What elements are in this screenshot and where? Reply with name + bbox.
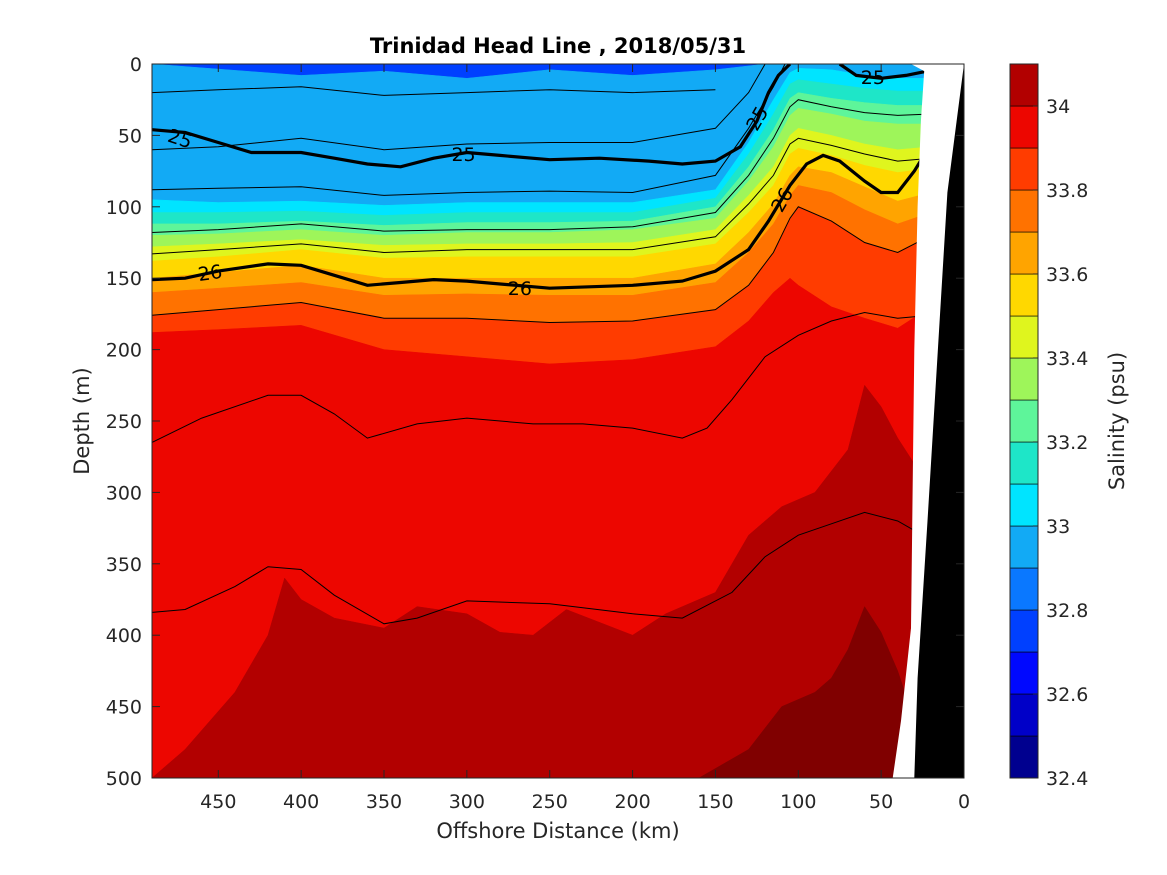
x-tick-label: 150: [697, 791, 733, 813]
y-tick-label: 200: [106, 340, 142, 362]
density-contour-line: [152, 206, 932, 324]
y-tick-label: 250: [106, 411, 142, 433]
colorbar-tick-label: 33.8: [1046, 180, 1088, 202]
colorbar-swatch: [1009, 273, 1039, 317]
colorbar-swatch: [1009, 315, 1039, 359]
colorbar-swatch: [1009, 105, 1039, 149]
density-contour-line: [152, 99, 931, 233]
y-tick-label: 400: [106, 625, 142, 647]
colorbar-tick-label: 32.8: [1046, 600, 1088, 622]
colorbar-swatch: [1009, 735, 1039, 779]
salinity-band-34.05: [152, 384, 915, 778]
colorbar-title: Salinity (psu): [1105, 352, 1129, 490]
density-contour-25: [152, 64, 792, 169]
density-contour-line: [152, 86, 716, 96]
colorbar-tick-label: 33.2: [1046, 432, 1088, 454]
x-axis-title: Offshore Distance (km): [436, 819, 679, 843]
contour-label-26: 26: [197, 261, 224, 286]
land-mask: [892, 64, 964, 778]
contour-label-25: 25: [451, 144, 475, 166]
y-tick-label: 0: [130, 54, 142, 76]
x-tick-label: 50: [869, 791, 893, 813]
colorbar-swatch: [1009, 567, 1039, 611]
colorbar-swatch: [1009, 399, 1039, 443]
colorbar-tick-label: 32.6: [1046, 684, 1088, 706]
contour-label-26: 26: [508, 278, 532, 300]
density-contour-line: [152, 64, 766, 151]
density-contour-line: [152, 137, 931, 255]
colorbar-swatch: [1009, 63, 1039, 107]
chart-title: Trinidad Head Line , 2018/05/31: [370, 34, 746, 58]
colorbar-swatch: [1009, 483, 1039, 527]
y-tick-label: 500: [106, 768, 142, 790]
colorbar-swatch: [1009, 441, 1039, 485]
y-tick-label: 100: [106, 197, 142, 219]
colorbar-swatch: [1009, 525, 1039, 569]
y-tick-label: 150: [106, 268, 142, 290]
colorbar-swatch: [1009, 147, 1039, 191]
x-tick-label: 100: [780, 791, 816, 813]
x-tick-label: 250: [532, 791, 568, 813]
land-region: [914, 64, 964, 778]
colorbar-swatch: [1009, 189, 1039, 233]
colorbar-swatch: [1009, 651, 1039, 695]
x-tick-label: 200: [614, 791, 650, 813]
x-tick-label: 450: [200, 791, 236, 813]
colorbar-tick-label: 33: [1046, 516, 1070, 538]
colorbar-tick-label: 34: [1046, 96, 1070, 118]
density-contour-line: [152, 511, 923, 625]
y-tick-label: 300: [106, 482, 142, 504]
colorbar-tick-label: 33.6: [1046, 264, 1088, 286]
colorbar-frame: [1009, 63, 1039, 779]
colorbar: 34 33.8 33.6 33.4 33.2 33 32.8 32.6 32.4: [1009, 63, 1088, 790]
colorbar-swatch: [1009, 693, 1039, 737]
x-tick-label: 350: [366, 791, 402, 813]
x-tick-label: 0: [958, 791, 970, 813]
colorbar-tick-label: 32.4: [1046, 768, 1088, 790]
colorbar-swatch: [1009, 609, 1039, 653]
y-tick-label: 50: [118, 125, 142, 147]
density-contour-25: [838, 64, 928, 80]
y-axis-ticks: 0 50 100 150 200 250 300 350 400 450 500: [106, 54, 964, 790]
density-contour-line: [152, 311, 931, 443]
salinity-fill: [152, 64, 932, 778]
y-tick-label: 450: [106, 697, 142, 719]
colorbar-swatch: [1009, 357, 1039, 401]
y-axis-title: Depth (m): [70, 367, 94, 474]
colorbar-swatch: [1009, 231, 1039, 275]
x-tick-label: 300: [449, 791, 485, 813]
y-tick-label: 350: [106, 554, 142, 576]
x-tick-label: 400: [283, 791, 319, 813]
x-axis-ticks: 450 400 350 300 250 200 150 100 50 0: [200, 64, 970, 813]
density-contour-26: [152, 148, 929, 290]
colorbar-tick-label: 33.4: [1046, 348, 1088, 370]
density-contour-line: [152, 64, 786, 196]
contour-label-25: 25: [861, 67, 885, 89]
